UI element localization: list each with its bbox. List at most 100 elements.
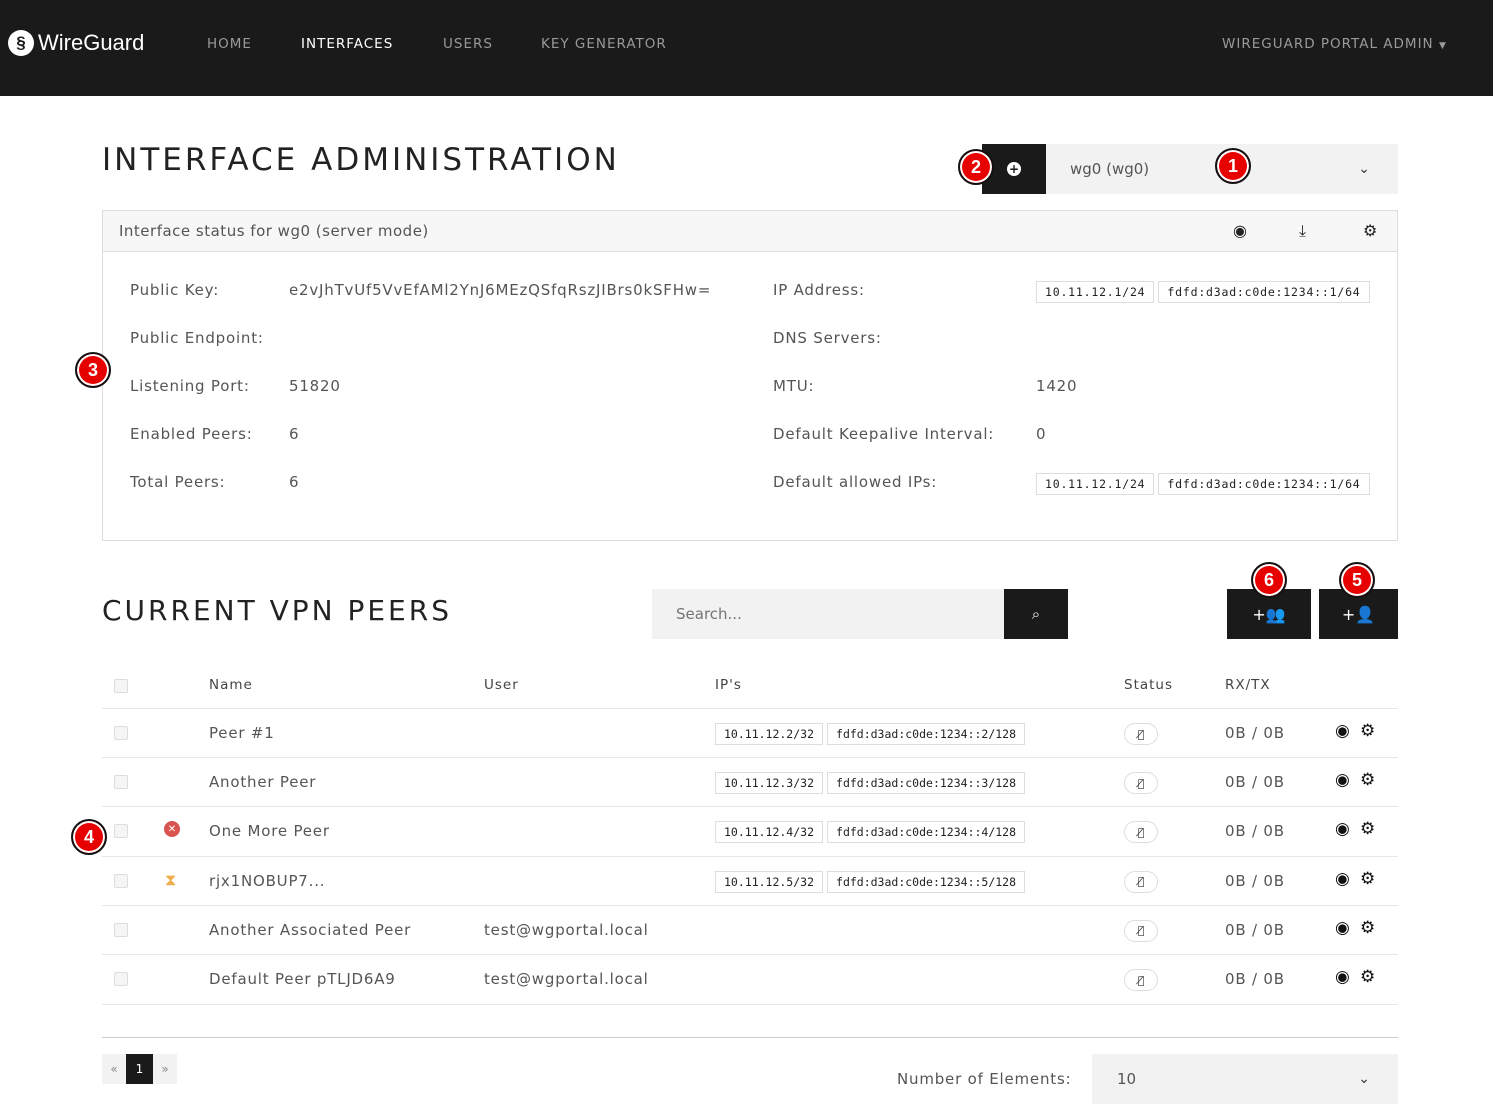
- eye-icon[interactable]: ◉: [1335, 917, 1350, 938]
- peer-rxtx: 0B / 0B: [1225, 724, 1285, 742]
- row-checkbox[interactable]: [114, 824, 128, 839]
- user-menu[interactable]: WireGuard Portal Admin ▼: [1222, 36, 1447, 52]
- peer-rxtx: 0B / 0B: [1225, 871, 1285, 890]
- nav-users[interactable]: Users: [443, 36, 493, 52]
- col-status[interactable]: Status: [1124, 677, 1174, 693]
- nav-key-generator[interactable]: Key Generator: [541, 36, 667, 52]
- ip-badge: fdfd:d3ad:c0de:1234::4/128: [827, 821, 1026, 844]
- ip-badge: 10.11.12.2/32: [715, 723, 824, 745]
- gear-icon[interactable]: ⚙: [1363, 221, 1378, 240]
- eye-icon[interactable]: ◉: [1233, 221, 1247, 240]
- gear-icon[interactable]: ⚙: [1360, 917, 1376, 938]
- peer-ips: 10.11.12.3/32 fdfd:d3ad:c0de:1234::3/128: [715, 772, 1029, 795]
- brand-name: WireGuard: [38, 30, 145, 55]
- peer-name: Another Peer: [209, 773, 317, 792]
- gear-icon[interactable]: ⚙: [1360, 967, 1376, 987]
- search-input[interactable]: [652, 589, 1004, 639]
- field-label: Enabled Peers:: [130, 425, 253, 443]
- ip-badge: 10.11.12.1/24: [1036, 281, 1155, 303]
- wireguard-logo-icon: §: [8, 30, 34, 56]
- card-header: Interface status for wg0 (server mode): [103, 211, 1397, 252]
- field-badges: 10.11.12.1/24 fdfd:d3ad:c0de:1234::1/64: [1036, 281, 1374, 303]
- gear-icon[interactable]: ⚙: [1360, 721, 1376, 741]
- eye-icon[interactable]: ◉: [1335, 721, 1350, 741]
- col-name[interactable]: Name: [209, 677, 253, 693]
- peers-title: CURRENT VPN PEERS: [102, 594, 452, 627]
- hourglass-icon: ⧗: [165, 869, 177, 889]
- annotation-marker: 3: [75, 352, 111, 388]
- peer-user: test@wgportal.local: [484, 970, 649, 988]
- row-checkbox[interactable]: [114, 972, 128, 986]
- gear-icon[interactable]: ⚙: [1360, 819, 1376, 840]
- col-ips[interactable]: IP's: [715, 677, 742, 693]
- search-icon: ⌕: [1031, 605, 1041, 623]
- field-value: 6: [289, 425, 300, 443]
- annotation-marker: 2: [958, 149, 994, 185]
- peer-name: Another Associated Peer: [209, 920, 412, 939]
- row-checkbox[interactable]: [114, 726, 128, 740]
- disconnected-status-icon: ⛓̸: [1124, 821, 1158, 844]
- disconnected-status-icon: ⛓̸: [1124, 870, 1158, 893]
- field-label: IP Address:: [773, 281, 865, 299]
- pagination-next[interactable]: »: [153, 1054, 177, 1084]
- row-checkbox[interactable]: [114, 873, 128, 888]
- field-label: DNS Servers:: [773, 329, 882, 347]
- field-value: 0: [1036, 425, 1047, 443]
- page-size-label: Number of Elements:: [897, 1070, 1072, 1088]
- user-menu-label: WireGuard Portal Admin: [1222, 36, 1434, 52]
- ip-badge: fdfd:d3ad:c0de:1234::5/128: [827, 870, 1026, 893]
- peer-rxtx: 0B / 0B: [1225, 822, 1285, 841]
- field-label: Listening Port:: [130, 377, 250, 395]
- disconnected-status-icon: ⛓̸: [1124, 919, 1158, 942]
- field-label: Public Key:: [130, 281, 220, 299]
- peer-rxtx: 0B / 0B: [1225, 920, 1285, 939]
- peer-ips: 10.11.12.5/32 fdfd:d3ad:c0de:1234::5/128: [715, 870, 1029, 893]
- plus-circle-icon: +: [1007, 162, 1021, 176]
- pagination-prev[interactable]: «: [102, 1054, 126, 1084]
- table-row[interactable]: ✕ One More Peer 10.11.12.4/32 fdfd:d3ad:c…: [102, 806, 1398, 855]
- gear-icon[interactable]: ⚙: [1360, 770, 1376, 791]
- table-row[interactable]: ⧗ rjx1NOBUP7... 10.11.12.5/32 fdfd:d3ad:c…: [102, 855, 1398, 905]
- add-peer-button[interactable]: +👤: [1319, 589, 1398, 639]
- disconnected-status-icon: ⛓̸: [1124, 772, 1158, 795]
- ip-badge: fdfd:d3ad:c0de:1234::1/64: [1158, 473, 1370, 495]
- eye-icon[interactable]: ◉: [1335, 868, 1350, 889]
- pagination-page-1[interactable]: 1: [126, 1054, 153, 1084]
- field-label: Default allowed IPs:: [773, 473, 938, 491]
- col-rxtx[interactable]: RX/TX: [1225, 677, 1271, 693]
- row-checkbox[interactable]: [114, 922, 128, 937]
- annotation-marker: 4: [71, 819, 107, 855]
- table-row[interactable]: Another Peer 10.11.12.3/32 fdfd:d3ad:c0de…: [102, 757, 1398, 806]
- plus-users-icon: +👥: [1252, 604, 1286, 624]
- table-row[interactable]: Another Associated Peer test@wgportal.lo…: [102, 904, 1398, 954]
- ip-badge: fdfd:d3ad:c0de:1234::1/64: [1158, 281, 1370, 303]
- field-label: MTU:: [773, 377, 815, 395]
- disconnected-status-icon: ⛓̸: [1124, 723, 1158, 745]
- disabled-icon: ✕: [164, 821, 180, 838]
- caret-down-icon: ▼: [1438, 41, 1447, 51]
- field-label: Total Peers:: [130, 473, 226, 491]
- select-all-checkbox[interactable]: [114, 679, 128, 693]
- table-bottom-border: [102, 1004, 1398, 1005]
- table-row[interactable]: Default Peer pTLJD6A9 test@wgportal.loca…: [102, 954, 1398, 1003]
- eye-icon[interactable]: ◉: [1335, 967, 1350, 987]
- eye-icon[interactable]: ◉: [1335, 819, 1350, 840]
- eye-icon[interactable]: ◉: [1335, 770, 1350, 791]
- nav-home[interactable]: Home: [207, 36, 252, 52]
- ip-badge: 10.11.12.1/24: [1036, 473, 1155, 495]
- annotation-marker: 1: [1215, 148, 1251, 184]
- field-badges: 10.11.12.1/24 fdfd:d3ad:c0de:1234::1/64: [1036, 473, 1374, 495]
- download-icon[interactable]: ⤓: [1299, 221, 1307, 240]
- search-button[interactable]: ⌕: [1004, 589, 1068, 639]
- page-title: INTERFACE ADMINISTRATION: [102, 142, 620, 178]
- brand-logo[interactable]: § WireGuard: [8, 30, 144, 56]
- gear-icon[interactable]: ⚙: [1360, 868, 1376, 889]
- peer-rxtx: 0B / 0B: [1225, 773, 1285, 792]
- col-user[interactable]: User: [484, 677, 519, 693]
- annotation-marker: 6: [1251, 562, 1287, 598]
- table-row[interactable]: Peer #1 10.11.12.2/32 fdfd:d3ad:c0de:1234…: [102, 708, 1398, 757]
- row-checkbox[interactable]: [114, 775, 128, 790]
- page-size-select[interactable]: 10 ⌄: [1092, 1054, 1398, 1104]
- page-size-value: 10: [1117, 1070, 1137, 1088]
